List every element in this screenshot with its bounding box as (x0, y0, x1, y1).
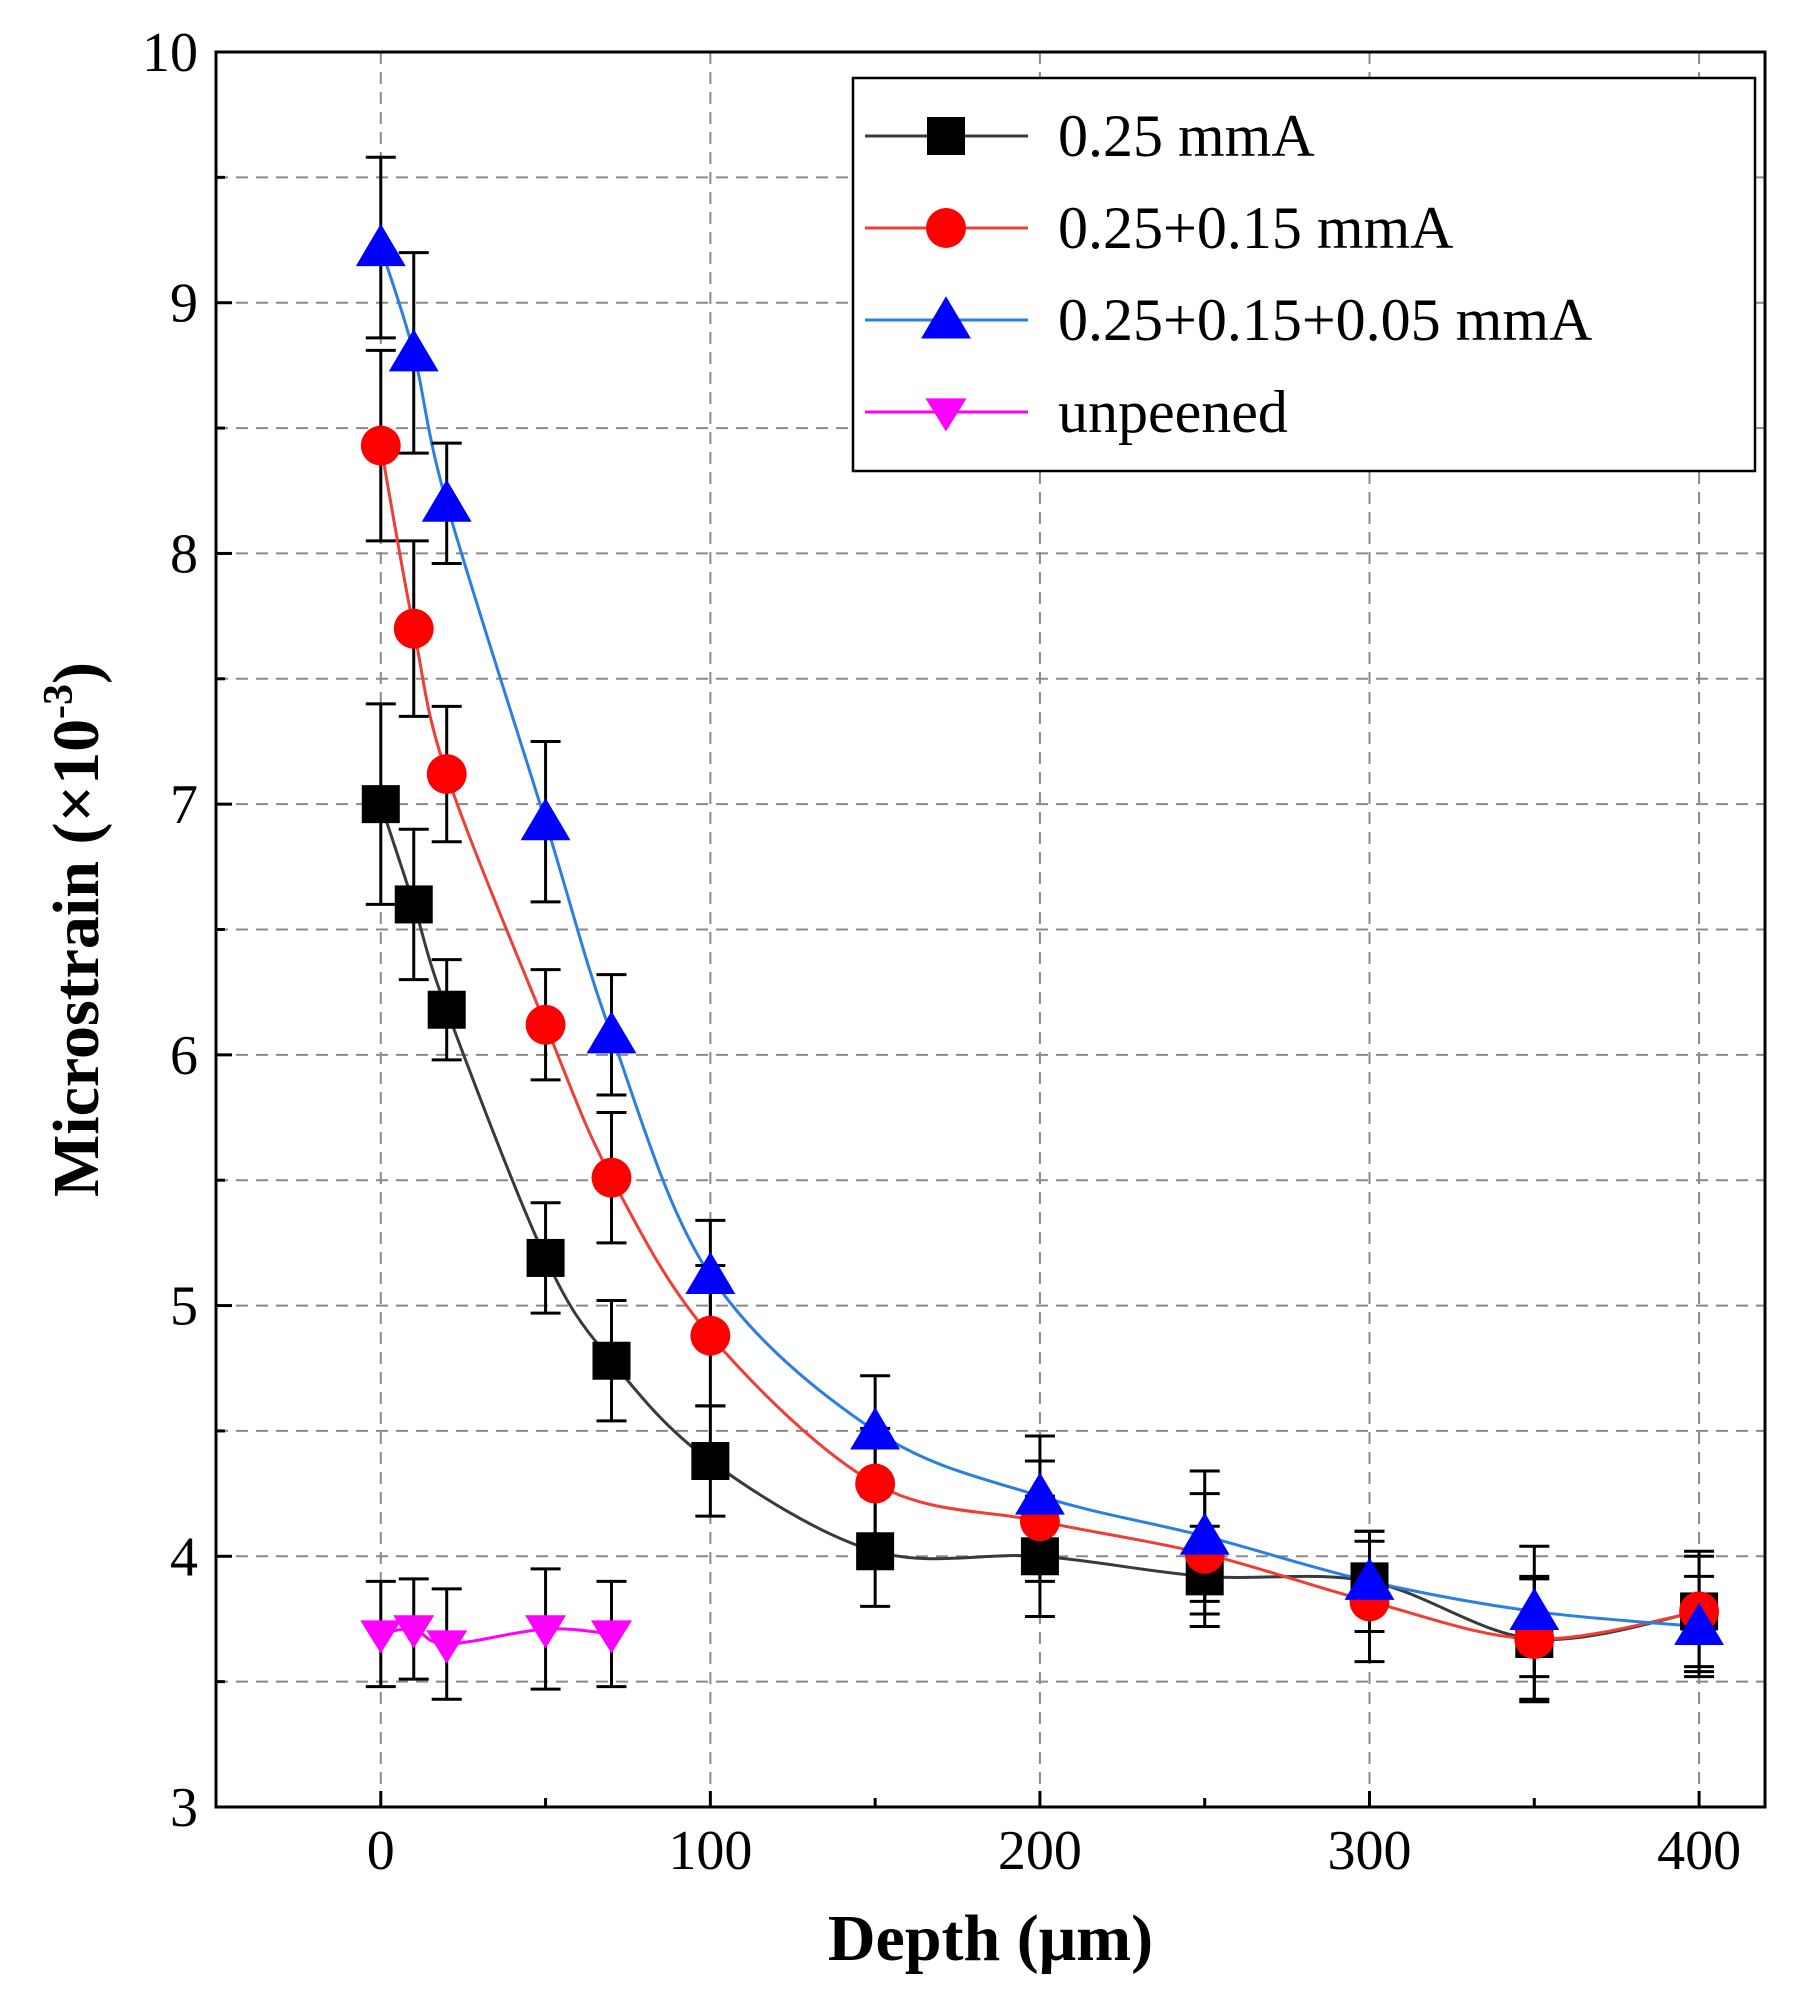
data-point (1179, 1512, 1230, 1555)
data-point (393, 608, 434, 649)
data-point (520, 797, 571, 841)
tick-labels: 0 100 200 300 400 3 4 5 6 7 8 9 10 (142, 22, 1741, 1882)
data-point (426, 1630, 468, 1664)
y-tick-label: 8 (170, 523, 198, 585)
y-axis-title-main: Microstrain (×10 (40, 719, 113, 1197)
legend-entry: 0.25+0.15 mmA (865, 195, 1454, 261)
data-point (855, 1463, 896, 1504)
y-tick-label: 7 (170, 774, 198, 836)
legend-entry: 0.25+0.15+0.05 mmA (865, 287, 1592, 353)
data-point (586, 1011, 637, 1054)
data-point (361, 785, 400, 824)
legend-label: 0.25 mmA (1058, 103, 1315, 169)
data-point (1509, 1587, 1560, 1630)
data-point (856, 1532, 895, 1571)
legend-marker (925, 398, 967, 432)
x-tick-label: 400 (1657, 1820, 1741, 1882)
legend-entry: 0.25 mmA (865, 103, 1315, 169)
data-point (427, 990, 466, 1029)
data-point (355, 223, 406, 267)
legend-label: unpeened (1058, 379, 1288, 445)
data-point (1344, 1557, 1395, 1600)
data-point (850, 1407, 901, 1450)
y-tick-label: 4 (170, 1526, 198, 1588)
legend-label: 0.25+0.15 mmA (1058, 195, 1454, 261)
legend-label: 0.25+0.15+0.05 mmA (1058, 287, 1592, 353)
data-point (690, 1315, 731, 1356)
data-point (388, 329, 439, 372)
axis-ticks (214, 50, 1701, 1809)
data-point (394, 885, 433, 924)
legend-entry: unpeened (865, 379, 1288, 445)
data-point (526, 1238, 565, 1277)
data-markers (355, 223, 1725, 1664)
data-point (691, 1442, 730, 1481)
legend-marker (921, 296, 971, 339)
y-tick-label: 9 (170, 273, 198, 335)
y-tick-label: 6 (170, 1025, 198, 1087)
data-point (525, 1004, 566, 1045)
x-axis-title: Depth (μm) (828, 1902, 1153, 1975)
x-tick-label: 100 (668, 1820, 752, 1882)
data-point (1020, 1537, 1059, 1576)
x-tick-label: 0 (367, 1820, 395, 1882)
data-point (421, 479, 472, 522)
y-tick-label: 10 (142, 22, 198, 84)
x-tick-label: 300 (1328, 1820, 1412, 1882)
y-axis-title: Microstrain (×10-3) (36, 662, 113, 1197)
data-point (592, 1341, 631, 1380)
data-point (360, 425, 401, 466)
data-point (360, 1620, 402, 1654)
legend-marker (926, 208, 966, 248)
y-tick-label: 3 (170, 1777, 198, 1839)
data-point (685, 1251, 736, 1295)
data-point (525, 1615, 567, 1649)
data-point (590, 1620, 633, 1654)
data-point (426, 754, 467, 795)
data-point (591, 1157, 632, 1198)
legend-marker (927, 117, 965, 155)
y-axis-title-close: ) (40, 662, 113, 684)
data-point (1674, 1602, 1725, 1646)
x-tick-label: 200 (998, 1820, 1082, 1882)
y-axis-title-exponent: -3 (36, 684, 82, 719)
legend: 0.25 mmA 0.25+0.15 mmA 0.25+0.15+0.05 mmA u… (851, 76, 1757, 473)
y-tick-label: 5 (170, 1276, 198, 1338)
data-point (1014, 1472, 1065, 1515)
legend-box (851, 76, 1757, 473)
data-point (393, 1615, 435, 1649)
